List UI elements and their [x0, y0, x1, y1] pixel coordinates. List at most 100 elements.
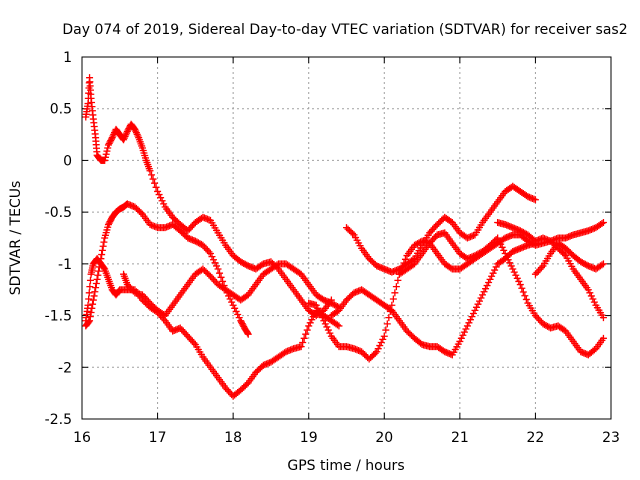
- data-point: [185, 225, 193, 233]
- data-point: [219, 277, 227, 285]
- data-point: [101, 156, 109, 164]
- data-point: [513, 274, 521, 282]
- data-point: [486, 275, 494, 283]
- data-point: [494, 234, 502, 242]
- data-point: [281, 349, 289, 357]
- data-point: [590, 298, 598, 306]
- data-point: [243, 380, 251, 388]
- data-point: [500, 246, 508, 254]
- data-point: [100, 238, 108, 246]
- data-point: [469, 310, 477, 318]
- data-point: [92, 284, 100, 292]
- data-point: [326, 329, 334, 337]
- data-point: [190, 339, 198, 347]
- data-point: [377, 338, 385, 346]
- data-point: [439, 347, 447, 355]
- data-point: [560, 326, 568, 334]
- data-point: [501, 250, 509, 258]
- data-point: [500, 235, 508, 243]
- data-point: [160, 311, 168, 319]
- data-point: [430, 234, 438, 242]
- data-point: [540, 321, 548, 329]
- data-point: [303, 326, 311, 334]
- data-point: [95, 267, 103, 275]
- data-point: [380, 332, 388, 340]
- data-point: [512, 271, 520, 279]
- data-point: [155, 191, 163, 199]
- data-point: [459, 331, 467, 339]
- data-point: [99, 242, 107, 250]
- data-point: [102, 150, 110, 158]
- data-point: [577, 258, 585, 266]
- data-point: [140, 293, 148, 301]
- data-point: [103, 147, 111, 155]
- data-point: [314, 304, 322, 312]
- data-point: [432, 222, 440, 230]
- data-point: [417, 339, 425, 347]
- data-point: [143, 296, 151, 304]
- data-point: [522, 192, 530, 200]
- data-point: [429, 236, 437, 244]
- data-point: [539, 320, 547, 328]
- data-point: [199, 241, 207, 249]
- data-point: [125, 282, 133, 290]
- data-point: [321, 320, 329, 328]
- data-point: [213, 262, 221, 270]
- data-point: [318, 314, 326, 322]
- data-point: [133, 130, 141, 138]
- y-tick-label: -0.5: [45, 205, 72, 221]
- data-point: [430, 224, 438, 232]
- data-point: [534, 267, 542, 275]
- data-point: [225, 387, 233, 395]
- data-point: [518, 228, 526, 236]
- data-point: [518, 284, 526, 292]
- data-point: [463, 322, 471, 330]
- data-point: [84, 301, 92, 309]
- data-point: [94, 271, 102, 279]
- data-point: [497, 240, 505, 248]
- data-point: [148, 171, 156, 179]
- data-point: [160, 200, 168, 208]
- data-point: [507, 262, 515, 270]
- data-point: [482, 285, 490, 293]
- data-point: [315, 307, 323, 315]
- data-point: [427, 238, 435, 246]
- data-point: [87, 308, 95, 316]
- data-point: [401, 255, 409, 263]
- data-point: [318, 295, 326, 303]
- data-point: [465, 319, 473, 327]
- data-point: [531, 196, 539, 204]
- data-point: [104, 144, 112, 152]
- data-point: [273, 261, 281, 269]
- data-point: [101, 153, 109, 161]
- data-point: [533, 313, 541, 321]
- data-point: [214, 265, 222, 273]
- data-point: [185, 334, 193, 342]
- data-point: [216, 269, 224, 277]
- data-point: [134, 132, 142, 140]
- data-point: [122, 131, 130, 139]
- data-point: [388, 301, 396, 309]
- data-point: [187, 223, 195, 231]
- data-point: [237, 258, 245, 266]
- data-point: [89, 296, 97, 304]
- data-point: [299, 338, 307, 346]
- data-point: [489, 269, 497, 277]
- data-point: [241, 260, 249, 268]
- data-point: [599, 218, 607, 226]
- data-point: [460, 328, 468, 336]
- data-point: [93, 275, 101, 283]
- data-point: [132, 129, 140, 137]
- data-point: [333, 321, 341, 329]
- data-point: [208, 274, 216, 282]
- data-point: [92, 280, 100, 288]
- data-point: [152, 183, 160, 191]
- data-point: [335, 322, 343, 330]
- data-point: [477, 294, 485, 302]
- data-point: [510, 268, 518, 276]
- data-point: [151, 179, 159, 187]
- data-point: [146, 167, 154, 175]
- data-point: [154, 187, 162, 195]
- data-point: [179, 327, 187, 335]
